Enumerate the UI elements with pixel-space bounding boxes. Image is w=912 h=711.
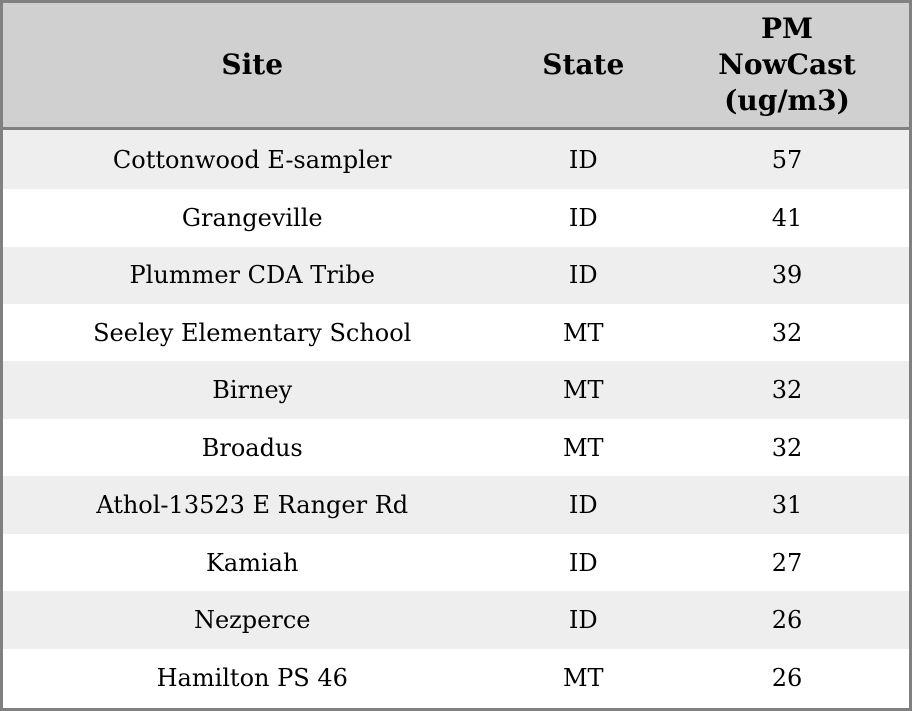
pm-nowcast-cell: 27 xyxy=(665,533,911,592)
pm-nowcast-cell: 39 xyxy=(665,246,911,304)
pm-nowcast-cell: 57 xyxy=(665,128,911,190)
table-row: Grangeville ID 41 xyxy=(1,189,911,247)
site-cell: Cottonwood E-sampler xyxy=(1,128,502,190)
site-cell: Plummer CDA Tribe xyxy=(1,246,502,304)
state-cell: MT xyxy=(501,418,666,477)
state-cell: ID xyxy=(501,246,666,304)
state-cell: MT xyxy=(501,648,666,710)
column-header-site-label: Site xyxy=(221,48,284,82)
table-row: Birney MT 32 xyxy=(1,361,911,419)
state-cell: MT xyxy=(501,361,666,419)
table-row: Seeley Elementary School MT 32 xyxy=(1,304,911,362)
table-row: Nezperce ID 26 xyxy=(1,591,911,649)
column-header-state: State xyxy=(501,1,666,130)
state-cell: ID xyxy=(501,533,666,592)
pm-nowcast-cell: 26 xyxy=(665,648,911,710)
site-cell: Nezperce xyxy=(1,591,502,649)
header-row: Site State PM NowCast (ug/m3) xyxy=(1,1,911,130)
site-cell: Birney xyxy=(1,361,502,419)
site-cell: Kamiah xyxy=(1,533,502,592)
site-cell: Hamilton PS 46 xyxy=(1,648,502,710)
state-cell: MT xyxy=(501,304,666,362)
state-cell: ID xyxy=(501,591,666,649)
state-cell: ID xyxy=(501,128,666,190)
site-cell: Broadus xyxy=(1,418,502,477)
table-row: Athol-13523 E Ranger Rd ID 31 xyxy=(1,476,911,534)
site-cell: Athol-13523 E Ranger Rd xyxy=(1,476,502,534)
site-cell: Seeley Elementary School xyxy=(1,304,502,362)
site-cell: Grangeville xyxy=(1,189,502,247)
state-cell: ID xyxy=(501,189,666,247)
table-row: Hamilton PS 46 MT 26 xyxy=(1,648,911,710)
column-header-state-label: State xyxy=(542,48,625,82)
pm-nowcast-cell: 31 xyxy=(665,476,911,534)
column-header-pm-nowcast-label: PM NowCast (ug/m3) xyxy=(718,12,856,117)
pm-nowcast-cell: 32 xyxy=(665,418,911,477)
pm-nowcast-cell: 32 xyxy=(665,361,911,419)
column-header-site: Site xyxy=(1,1,502,130)
pm-nowcast-cell: 41 xyxy=(665,189,911,247)
state-cell: ID xyxy=(501,476,666,534)
table-row: Kamiah ID 27 xyxy=(1,533,911,592)
table-row: Cottonwood E-sampler ID 57 xyxy=(1,128,911,190)
pm-nowcast-cell: 32 xyxy=(665,304,911,362)
pm-nowcast-cell: 26 xyxy=(665,591,911,649)
column-header-pm-nowcast: PM NowCast (ug/m3) xyxy=(665,1,911,130)
table-row: Plummer CDA Tribe ID 39 xyxy=(1,246,911,304)
table-row: Broadus MT 32 xyxy=(1,418,911,477)
